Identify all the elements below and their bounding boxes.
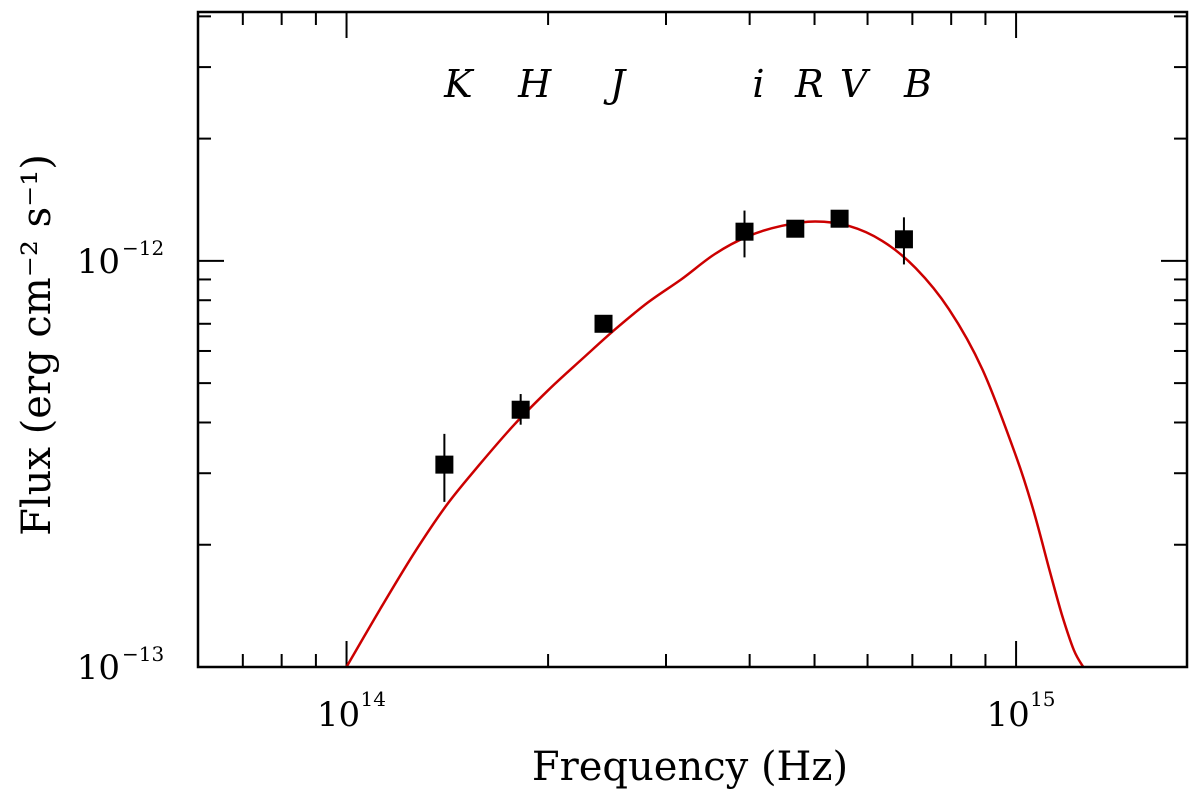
y-tick-label: 10 <box>77 242 120 282</box>
band-label-i: i <box>752 62 764 106</box>
band-label-V: V <box>840 62 871 106</box>
data-point-i <box>735 222 754 241</box>
axis-ticks <box>197 12 1187 668</box>
band-label-R: R <box>794 62 824 106</box>
data-point-K <box>435 455 454 474</box>
band-label-K: K <box>443 62 475 106</box>
data-point-H <box>511 400 530 419</box>
y-axis-label: Flux (erg cm⁻² s⁻¹) <box>14 154 60 536</box>
y-tick-label-exponent: −12 <box>122 236 164 260</box>
x-tick-label: 10 <box>986 695 1029 735</box>
x-tick-label: 10 <box>317 695 360 735</box>
data-point-V <box>830 209 849 228</box>
y-tick-label: 10 <box>77 648 120 688</box>
plot-frame <box>196 10 1189 669</box>
band-label-J: J <box>603 62 627 106</box>
data-point-J <box>594 314 613 333</box>
y-tick-label-exponent: −13 <box>122 642 164 666</box>
model-curve-layer <box>345 220 1085 667</box>
model-curve <box>345 220 1085 667</box>
data-point-R <box>786 219 805 238</box>
x-tick-label-exponent: 14 <box>361 687 386 711</box>
x-axis-label: Frequency (Hz) <box>532 744 848 790</box>
band-label-H: H <box>517 62 552 106</box>
band-label-B: B <box>903 62 932 106</box>
data-points-layer <box>435 209 913 502</box>
data-point-B <box>894 230 913 249</box>
x-tick-label-exponent: 15 <box>1030 687 1055 711</box>
